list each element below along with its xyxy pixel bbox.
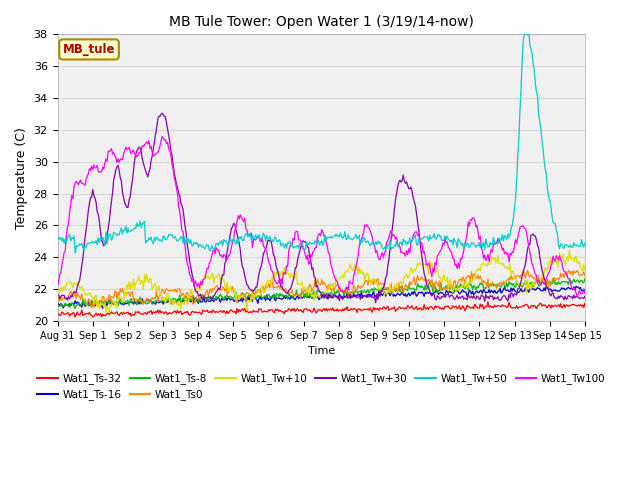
X-axis label: Time: Time	[308, 346, 335, 356]
Y-axis label: Temperature (C): Temperature (C)	[15, 127, 28, 228]
Legend: Wat1_Ts-32, Wat1_Ts-16, Wat1_Ts-8, Wat1_Ts0, Wat1_Tw+10, Wat1_Tw+30, Wat1_Tw+50,: Wat1_Ts-32, Wat1_Ts-16, Wat1_Ts-8, Wat1_…	[33, 369, 609, 405]
Text: MB_tule: MB_tule	[63, 43, 115, 56]
Title: MB Tule Tower: Open Water 1 (3/19/14-now): MB Tule Tower: Open Water 1 (3/19/14-now…	[169, 15, 474, 29]
